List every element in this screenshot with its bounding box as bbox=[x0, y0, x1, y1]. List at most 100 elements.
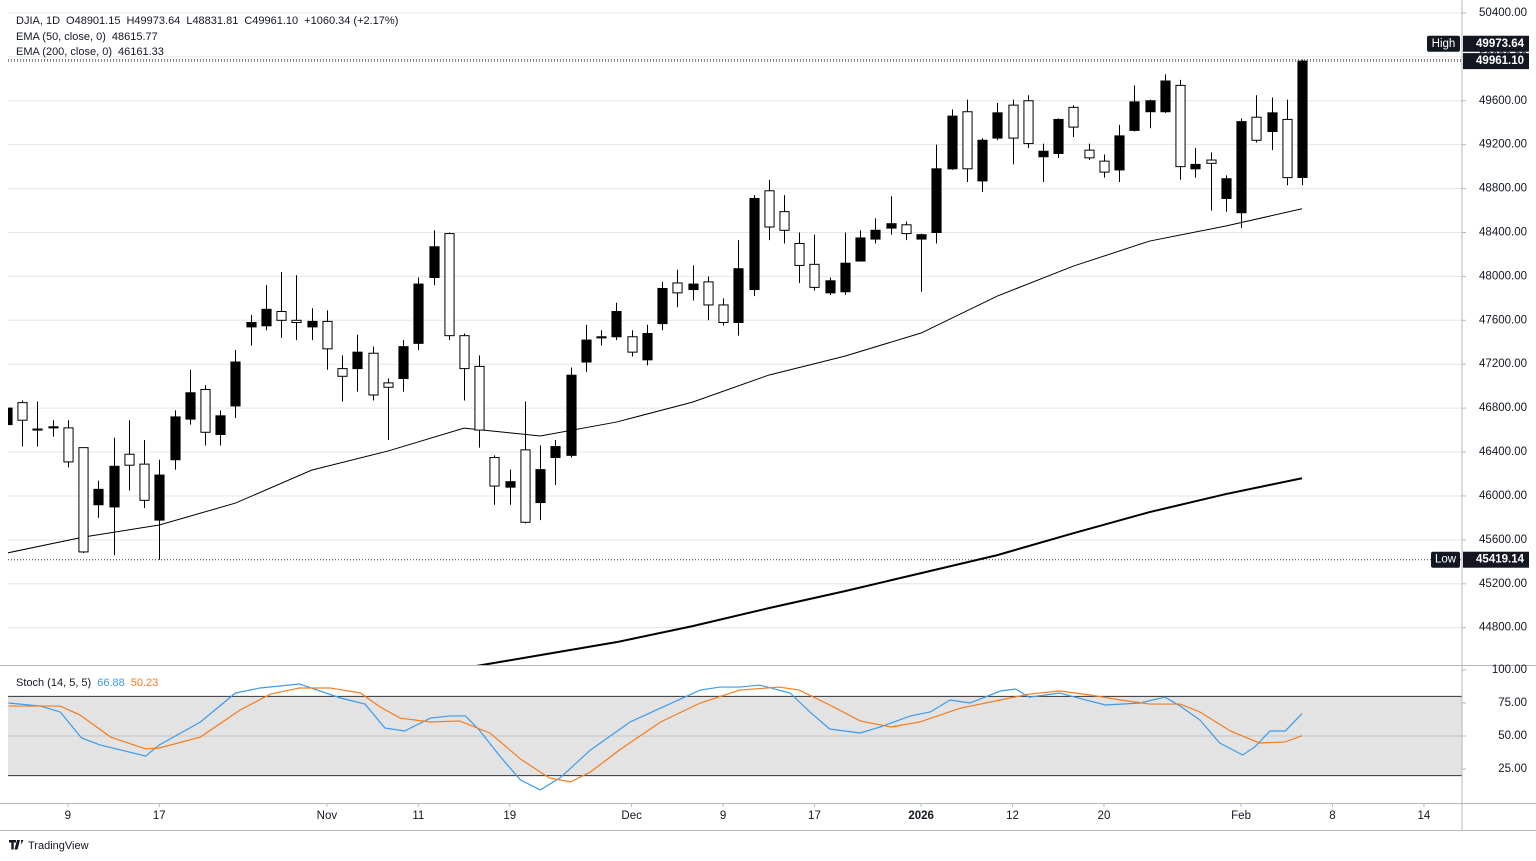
candle-body bbox=[992, 112, 1003, 139]
candle-body bbox=[718, 304, 729, 324]
ohlc-value: 49961.10 bbox=[252, 15, 298, 27]
candle-body bbox=[1206, 159, 1217, 164]
change: +1060.34 (+2.17%) bbox=[304, 15, 398, 27]
y-tick-label: 46800.00 bbox=[1479, 402, 1527, 414]
x-tick-label: Dec bbox=[621, 810, 642, 822]
candle-body bbox=[825, 280, 836, 294]
candle-body bbox=[383, 382, 394, 388]
stoch-pane bbox=[8, 683, 1462, 791]
stoch-line bbox=[8, 686, 1303, 783]
high-value: 49973.64 bbox=[1476, 38, 1525, 50]
price-pane bbox=[8, 59, 1308, 665]
y-tick-label: 44800.00 bbox=[1479, 622, 1527, 634]
candle-body bbox=[611, 311, 622, 338]
y-tick-label: 47600.00 bbox=[1479, 314, 1527, 326]
y-tick-label: 45600.00 bbox=[1479, 534, 1527, 546]
candle-body bbox=[185, 392, 196, 420]
ohlc-value: 48901.15 bbox=[75, 15, 121, 27]
high-value-tag bbox=[1463, 35, 1529, 52]
ema-value: 48615.77 bbox=[112, 31, 158, 43]
candle-body bbox=[809, 263, 820, 288]
candle-body bbox=[322, 320, 333, 350]
candle-body bbox=[261, 308, 272, 327]
candle-body bbox=[337, 368, 348, 377]
candle-body bbox=[886, 223, 897, 229]
candle-body bbox=[63, 427, 74, 463]
candle-body bbox=[764, 190, 775, 228]
candle-body bbox=[1297, 60, 1308, 178]
symbol-legend: DJIA, 1D O48901.15 H49973.64 L48831.81 C4996… bbox=[16, 15, 398, 27]
ema-line bbox=[476, 477, 1303, 665]
candle-body bbox=[1145, 100, 1156, 113]
candle-body bbox=[901, 224, 912, 235]
ohlc-value: 48831.81 bbox=[192, 15, 238, 27]
candle-body bbox=[1267, 112, 1278, 132]
y-tick-label: 45200.00 bbox=[1479, 578, 1527, 590]
candle-body bbox=[977, 139, 988, 182]
candle-body bbox=[794, 242, 805, 266]
candle-body bbox=[459, 335, 470, 370]
candle-body bbox=[200, 388, 211, 433]
x-tick-label: 19 bbox=[503, 810, 516, 822]
close-value: 49961.10 bbox=[1476, 55, 1524, 67]
ohlc-key: O bbox=[66, 15, 75, 27]
candle-body bbox=[1175, 84, 1186, 168]
candle-body bbox=[1236, 121, 1247, 214]
low-value: 45419.14 bbox=[1476, 554, 1525, 566]
candle-body bbox=[855, 237, 866, 262]
y-tick-label: 75.00 bbox=[1498, 697, 1527, 709]
y-tick-label: 48000.00 bbox=[1479, 270, 1527, 282]
candle-body bbox=[703, 281, 714, 306]
stoch-legend: Stoch (14, 5, 5) 66.88 50.23 bbox=[16, 677, 158, 689]
candle-body bbox=[1129, 101, 1140, 131]
x-tick-label: 17 bbox=[153, 810, 166, 822]
y-tick-label: 48400.00 bbox=[1479, 227, 1527, 239]
candle-body bbox=[48, 426, 59, 429]
high-tag-label: High bbox=[1432, 38, 1456, 50]
candle-body bbox=[550, 446, 561, 459]
candle-body bbox=[78, 447, 89, 553]
y-tick-label: 100.00 bbox=[1492, 664, 1527, 676]
candle-body bbox=[1008, 104, 1019, 139]
candle-body bbox=[444, 233, 455, 337]
candle-body bbox=[1221, 178, 1232, 199]
brand-name: TradingView bbox=[28, 840, 89, 852]
candle-body bbox=[276, 311, 287, 321]
candle-body bbox=[749, 197, 760, 291]
y-tick-label: 48800.00 bbox=[1479, 183, 1527, 195]
y-tick-label: 49200.00 bbox=[1479, 139, 1527, 151]
ema-line bbox=[8, 208, 1303, 554]
candle-body bbox=[246, 322, 257, 328]
candle-body bbox=[1282, 118, 1293, 179]
y-tick-label: 46000.00 bbox=[1479, 490, 1527, 502]
brand-logo bbox=[9, 840, 24, 850]
candle-body bbox=[215, 415, 226, 435]
candle-body bbox=[398, 346, 409, 379]
candle-body bbox=[1114, 135, 1125, 171]
x-tick-label: 2026 bbox=[908, 810, 934, 822]
y-tick-label: 46400.00 bbox=[1479, 446, 1527, 458]
candle-body bbox=[1084, 149, 1095, 159]
candle-body bbox=[535, 469, 546, 504]
candle-body bbox=[489, 457, 500, 487]
candle-body bbox=[627, 336, 638, 353]
x-tick-label: 9 bbox=[720, 810, 726, 822]
candle-body bbox=[124, 453, 135, 466]
ohlc-key: H bbox=[126, 15, 134, 27]
high-tag bbox=[1427, 35, 1460, 52]
ema-name: EMA (50, close, 0) bbox=[16, 31, 106, 43]
candle-body bbox=[154, 474, 165, 521]
candle-body bbox=[931, 168, 942, 233]
x-tick-label: 17 bbox=[808, 810, 821, 822]
ema-legend: EMA (200, close, 0) 46161.33 bbox=[16, 46, 164, 58]
candle-body bbox=[688, 283, 699, 291]
ohlc-value: 49973.64 bbox=[134, 15, 180, 27]
candle-body bbox=[8, 407, 13, 426]
low-value-tag bbox=[1463, 551, 1529, 568]
candle-body bbox=[413, 283, 424, 344]
y-tick-label: 49600.00 bbox=[1479, 95, 1527, 107]
candle-body bbox=[1251, 116, 1262, 141]
x-tick-label: 8 bbox=[1329, 810, 1335, 822]
brand: TradingView bbox=[9, 840, 89, 852]
